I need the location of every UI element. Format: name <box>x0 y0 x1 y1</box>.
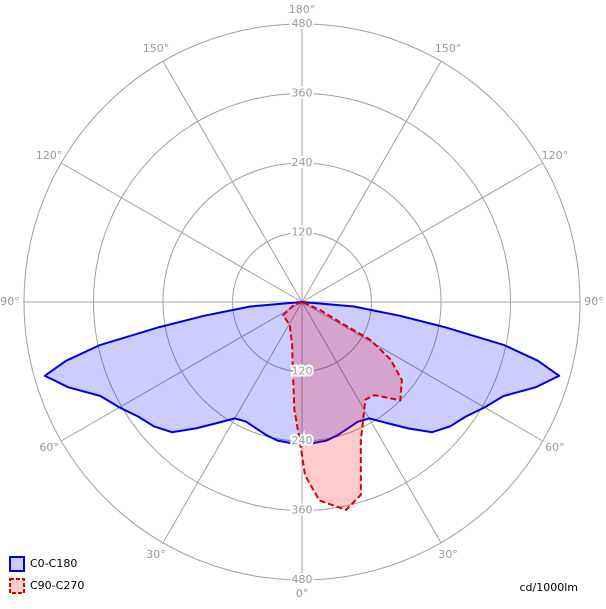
spoke <box>301 162 544 303</box>
r-tick-label: 240 <box>292 434 313 447</box>
spoke <box>301 60 442 303</box>
angle-label: 60° <box>545 441 565 454</box>
r-tick-label: 120 <box>292 365 313 378</box>
grid <box>23 23 581 581</box>
r-tick-label: 480 <box>292 17 313 30</box>
angle-label: 180° <box>289 3 316 16</box>
legend-label: C90-C270 <box>30 579 84 592</box>
unit-label: cd/1000lm <box>519 581 578 594</box>
r-tick-label: 120 <box>292 226 313 239</box>
spoke <box>162 301 303 544</box>
angle-label: 120° <box>542 149 569 162</box>
angle-label: 90° <box>584 295 604 308</box>
angle-label: 90° <box>0 295 20 308</box>
legend-label: C0-C180 <box>30 557 77 570</box>
spoke <box>60 162 303 303</box>
spoke <box>301 301 442 544</box>
spoke <box>60 301 303 442</box>
r-tick-label: 360 <box>292 504 313 517</box>
angle-label: 150° <box>143 42 170 55</box>
angle-label: 150° <box>435 42 462 55</box>
r-tick-label: 360 <box>292 87 313 100</box>
labels: 0° 30° 30° 60° 60° 90° 90° 120° 120° 150° 150° 180°… <box>0 3 604 600</box>
angle-label: 30° <box>146 548 166 561</box>
plot-area <box>43 301 561 511</box>
spoke <box>162 60 303 303</box>
r-tick-label: 480 <box>292 573 313 586</box>
spoke <box>301 301 544 442</box>
angle-label: 60° <box>39 441 59 454</box>
angle-label: 0° <box>296 587 309 600</box>
legend-swatch <box>9 578 25 594</box>
angle-label: 30° <box>438 548 458 561</box>
r-tick-label: 240 <box>292 156 313 169</box>
series-area <box>43 301 561 447</box>
legend-swatch <box>9 556 25 572</box>
series-area <box>282 301 403 511</box>
angle-label: 120° <box>36 149 63 162</box>
